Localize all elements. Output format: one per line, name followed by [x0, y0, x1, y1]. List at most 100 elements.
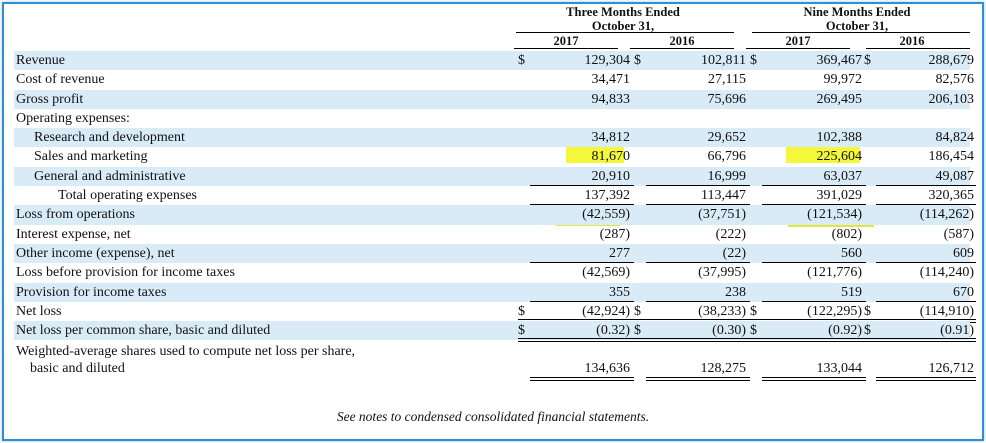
- row-label-line1: Weighted-average shares used to compute …: [16, 344, 356, 360]
- table-row: Research and development 34,812 29,652 1…: [14, 128, 974, 148]
- year-rule: [866, 48, 970, 49]
- value-cell: 128,275: [700, 361, 747, 377]
- subtotal-rule: [646, 300, 750, 302]
- table-row: Total operating expenses 137,392 113,447…: [14, 186, 976, 206]
- value-cell: 113,447: [701, 188, 746, 204]
- year-rule: [746, 48, 850, 49]
- value-cell: 126,712: [928, 361, 975, 377]
- value-cell: 16,999: [707, 168, 747, 184]
- highlight-underline: [556, 224, 620, 226]
- value-cell: 560: [841, 245, 862, 261]
- table-row: Other income (expense), net 277 (22) 560…: [14, 243, 976, 264]
- value-cell: 133,044: [816, 361, 863, 377]
- footnote: See notes to condensed consolidated fina…: [336, 409, 650, 424]
- table-row: Loss from operations (42,559) (37,751) (…: [14, 205, 974, 225]
- value-cell: 20,910: [591, 168, 631, 184]
- table-row: Interest expense, net (287) (222) (802) …: [14, 225, 974, 244]
- value-cell: 29,652: [707, 130, 747, 146]
- value-cell: 186,454: [928, 149, 975, 165]
- value-cell: (42,559): [582, 207, 630, 223]
- row-label: Cost of revenue: [16, 72, 105, 88]
- table-row: Weighted-average shares used to compute …: [14, 340, 976, 382]
- value-cell: 82,576: [935, 72, 975, 88]
- value-cell: 609: [953, 245, 974, 261]
- subtotal-rule: [762, 300, 866, 302]
- value-cell: 94,833: [591, 91, 631, 107]
- year-rule: [514, 48, 618, 49]
- table-row: Net loss $ (42,924) $ (38,233) $ (122,29…: [14, 302, 976, 323]
- subtotal-rule: [876, 204, 976, 206]
- total-double-rule: [646, 377, 750, 382]
- row-label: Loss before provision for income taxes: [16, 265, 235, 281]
- total-double-rule: [518, 338, 634, 343]
- row-label: Revenue: [16, 53, 65, 68]
- value-cell: 137,392: [584, 188, 631, 204]
- header-three-months: Three Months Ended October 31,: [508, 5, 738, 33]
- header-nine-months-rule: [752, 32, 970, 33]
- row-label: Net loss per common share, basic and dil…: [16, 323, 271, 339]
- value-cell: 102,388: [816, 130, 863, 146]
- currency-symbol: $: [864, 303, 871, 319]
- subtotal-rule: [876, 261, 976, 263]
- table-row: Net loss per common share, basic and dil…: [14, 321, 976, 343]
- value-cell: (587): [943, 226, 974, 242]
- value-cell: 84,824: [935, 130, 975, 146]
- table-row: Cost of revenue 34,471 27,115 99,972 82,…: [14, 70, 974, 89]
- value-cell: 34,471: [591, 72, 631, 88]
- year-header: 2016: [669, 34, 695, 48]
- value-cell: 75,696: [707, 91, 747, 107]
- value-cell: (0.32): [596, 323, 630, 339]
- table-row: Provision for income taxes 355 238 519 6…: [14, 282, 976, 302]
- value-cell: 206,103: [928, 91, 975, 107]
- value-cell: (37,995): [698, 265, 746, 281]
- value-cell: (287): [599, 226, 630, 242]
- value-cell: 355: [609, 284, 630, 300]
- value-cell: (42,924): [582, 303, 630, 319]
- highlight-mark: [566, 147, 624, 163]
- header-three-months-sub: October 31,: [591, 19, 655, 33]
- value-cell: (42,569): [582, 265, 630, 281]
- table-row: Operating expenses:: [14, 109, 970, 128]
- currency-symbol: $: [750, 53, 757, 68]
- row-label: Total operating expenses: [58, 188, 197, 204]
- table-row: Loss before provision for income taxes (…: [14, 263, 974, 282]
- income-statement-table: Revenue $ 129,304 $ 102,811 $ 369,467 $ …: [14, 51, 976, 382]
- value-cell: (121,534): [807, 207, 862, 223]
- subtotal-rule: [530, 204, 634, 206]
- value-cell: (222): [715, 226, 746, 242]
- value-cell: (0.30): [712, 323, 746, 339]
- row-label: Gross profit: [16, 91, 84, 107]
- subtotal-rule: [530, 261, 634, 263]
- currency-symbol: $: [518, 323, 525, 339]
- currency-symbol: $: [518, 303, 525, 319]
- value-cell: 519: [841, 284, 862, 300]
- row-label: General and administrative: [34, 168, 186, 184]
- currency-symbol: $: [634, 53, 641, 68]
- row-label: Loss from operations: [16, 207, 135, 223]
- row-label: Sales and marketing: [34, 149, 148, 165]
- value-cell: (114,910): [919, 303, 974, 319]
- value-cell: (114,240): [919, 265, 974, 281]
- value-cell: (121,776): [807, 265, 862, 281]
- year-rule: [630, 48, 734, 49]
- value-cell: 320,365: [928, 188, 975, 204]
- currency-symbol: $: [750, 303, 757, 319]
- value-cell: 49,087: [935, 168, 975, 184]
- subtotal-rule: [530, 184, 634, 186]
- table-row: Revenue $ 129,304 $ 102,811 $ 369,467 $ …: [14, 51, 974, 71]
- subtotal-rule: [876, 184, 976, 186]
- subtotal-rule: [876, 300, 976, 302]
- subtotal-rule: [646, 204, 750, 206]
- total-double-rule: [530, 377, 634, 382]
- row-label: Research and development: [34, 130, 185, 146]
- total-double-rule: [762, 377, 866, 382]
- value-cell: 134,636: [584, 361, 631, 377]
- subtotal-rule: [762, 261, 866, 263]
- currency-symbol: $: [864, 53, 871, 68]
- total-double-rule: [750, 338, 866, 343]
- value-cell: 277: [609, 245, 630, 261]
- value-cell: (22): [722, 245, 746, 261]
- total-double-rule: [634, 338, 750, 343]
- value-cell: 391,029: [816, 188, 863, 204]
- currency-symbol: $: [864, 323, 871, 339]
